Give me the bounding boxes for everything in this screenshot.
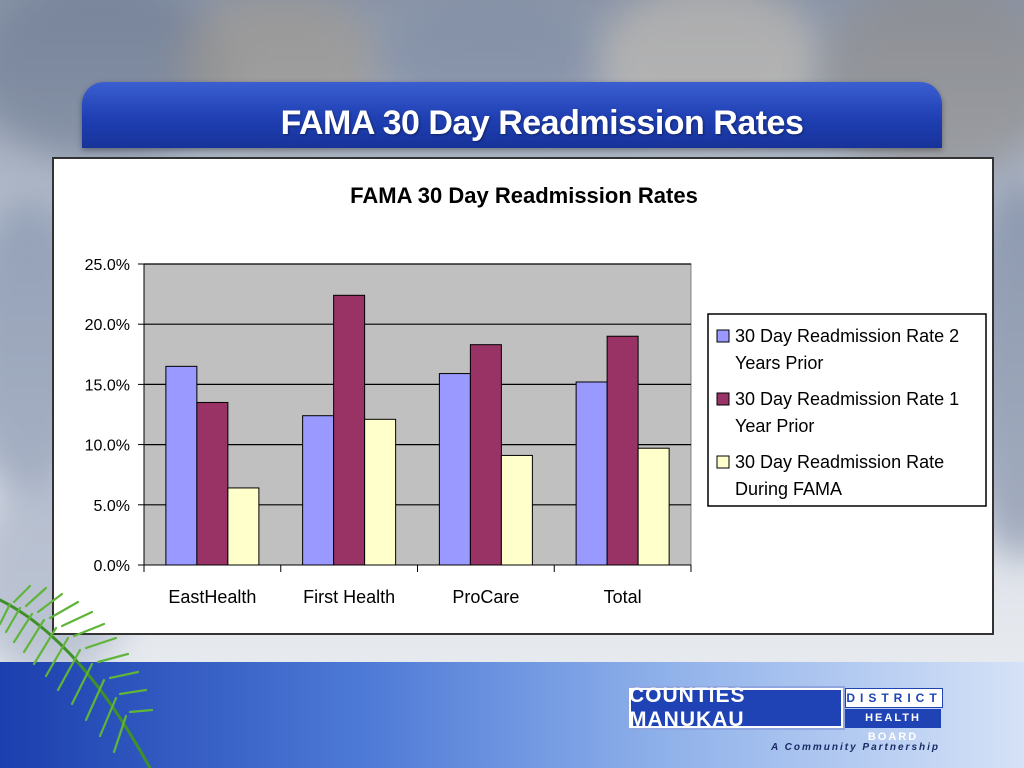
x-axis: EastHealth First Health ProCare Total [143,564,692,607]
legend-swatch [716,392,730,406]
bar [196,401,229,566]
x-tick-label: First Health [303,587,395,607]
legend-swatch [716,329,730,343]
legend-label: 30 Day Readmission Rate 1 [735,389,959,409]
x-tick-label: ProCare [452,587,519,607]
bars-group [165,294,670,566]
bar [333,294,366,566]
bar [469,344,502,566]
bar [302,415,335,566]
chart-title: FAMA 30 Day Readmission Rates [350,183,698,208]
legend-label: During FAMA [735,479,842,499]
bar [500,454,533,566]
x-tick-label: EastHealth [168,587,256,607]
y-tick-label: 25.0% [85,257,130,274]
legend-label: Years Prior [735,353,823,373]
bar [438,373,471,566]
legend: 30 Day Readmission Rate 2 Years Prior 30 D… [707,313,987,507]
y-tick-label: 10.0% [85,438,130,455]
bar [637,447,670,566]
bar [606,335,639,566]
legend-box [707,313,987,507]
chart-frame: FAMA 30 Day Readmission Rates 0.0% 5.0% 10… [52,157,994,635]
logo-health-board: HEALTH BOARD [845,709,941,743]
legend-label: Year Prior [735,416,814,436]
bar-chart: FAMA 30 Day Readmission Rates 0.0% 5.0% 10… [85,183,987,607]
slide-title: FAMA 30 Day Readmission Rates [280,104,804,142]
legend-label: 30 Day Readmission Rate [735,452,944,472]
legend-label: 30 Day Readmission Rate 2 [735,326,959,346]
y-tick-label: 0.0% [94,558,130,575]
logo-district: DISTRICT [845,688,943,708]
bar [364,418,397,566]
bar [165,365,198,566]
logo-tagline: A Community Partnership [771,742,940,753]
legend-swatch [716,455,730,469]
y-tick-label: 15.0% [85,377,130,394]
x-tick-label: Total [604,587,642,607]
title-banner [82,82,942,148]
logo-counties-manukau: COUNTIES MANUKAU [627,684,845,731]
fern-icon [0,584,154,768]
bar [575,381,608,566]
y-axis: 0.0% 5.0% 10.0% 15.0% 20.0% 25.0% [85,257,145,575]
bar [227,487,260,566]
y-tick-label: 20.0% [85,317,130,334]
y-tick-label: 5.0% [94,498,130,515]
